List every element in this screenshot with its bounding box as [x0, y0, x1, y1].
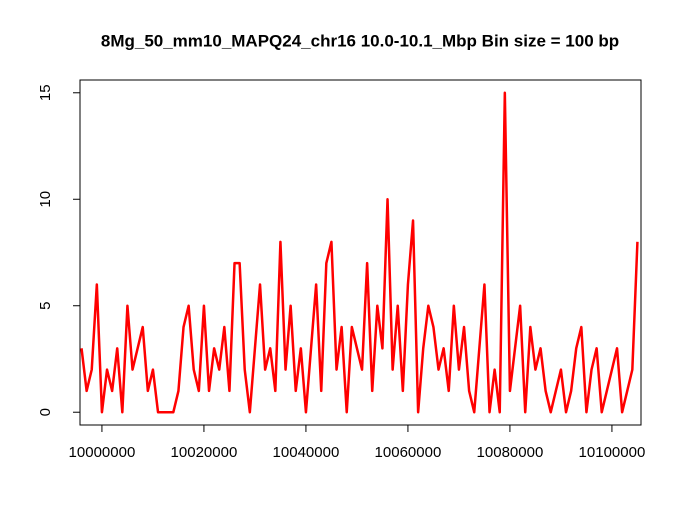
x-tick-label: 10000000: [69, 444, 136, 461]
y-tick-label: 5: [37, 302, 54, 310]
x-tick-label: 10080000: [477, 444, 544, 461]
data-line: [80, 91, 639, 414]
y-tick-label: 10: [37, 191, 54, 208]
y-tick-label: 0: [37, 408, 54, 416]
x-tick-label: 10020000: [171, 444, 238, 461]
x-tick-label: 10100000: [579, 444, 646, 461]
x-tick-label: 10060000: [375, 444, 442, 461]
x-tick-label: 10040000: [273, 444, 340, 461]
chart-title: 8Mg_50_mm10_MAPQ24_chr16 10.0-10.1_Mbp B…: [101, 31, 619, 50]
y-tick-label: 15: [37, 84, 54, 101]
